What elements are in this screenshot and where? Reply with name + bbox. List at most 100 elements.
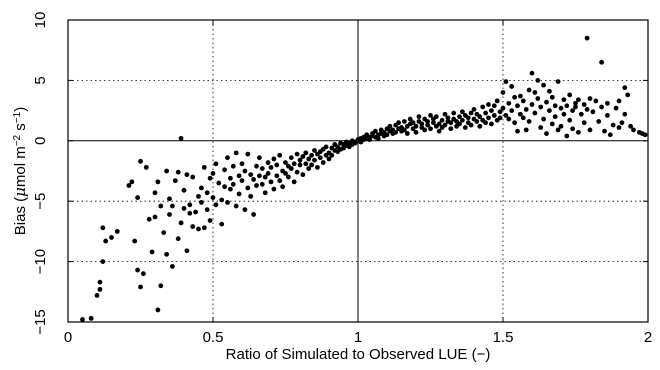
axis-ticks (67, 19, 649, 323)
data-point-87 (254, 163, 259, 169)
data-point-327 (610, 122, 616, 128)
data-point-92 (259, 166, 265, 171)
data-point-47 (193, 209, 199, 215)
data-point-311 (578, 111, 584, 117)
data-point-113 (291, 161, 297, 167)
data-point-265 (512, 94, 517, 100)
data-point-317 (587, 127, 593, 133)
data-point-104 (277, 152, 283, 158)
data-point-14 (143, 164, 149, 170)
y-axis-label-mu: μ (11, 187, 29, 197)
y-axis-label: Bias (μmol m−2 s−1) (11, 107, 29, 235)
data-point-299 (561, 97, 567, 103)
data-point-309 (576, 129, 581, 135)
data-point-325 (605, 113, 610, 118)
data-point-49 (196, 226, 201, 232)
data-point-180 (387, 123, 393, 129)
data-point-96 (265, 171, 271, 176)
data-point-242 (477, 114, 483, 120)
data-point-215 (439, 117, 445, 123)
data-point-72 (230, 181, 236, 187)
data-point-223 (451, 110, 457, 116)
data-point-32 (170, 264, 175, 269)
data-point-43 (187, 202, 193, 208)
data-point-53 (201, 225, 207, 231)
data-point-229 (460, 109, 465, 115)
data-point-251 (491, 113, 497, 118)
data-point-313 (581, 102, 587, 107)
data-point-61 (213, 161, 219, 167)
data-point-268 (515, 128, 520, 134)
data-point-214 (436, 128, 442, 134)
data-point-0 (80, 317, 85, 322)
data-point-88 (254, 183, 259, 188)
data-point-329 (616, 98, 622, 104)
data-point-65 (222, 167, 228, 173)
data-point-283 (538, 125, 544, 130)
x-tick-label-2: 1 (354, 329, 362, 346)
data-point-90 (257, 173, 262, 179)
data-point-295 (555, 127, 561, 133)
data-point-20 (149, 249, 155, 255)
data-point-119 (300, 172, 306, 178)
data-point-213 (436, 121, 442, 127)
data-point-257 (500, 90, 506, 95)
y-axis-label-exp1: −2 (12, 134, 23, 146)
data-point-40 (181, 187, 187, 193)
data-points (80, 35, 648, 322)
data-point-190 (402, 127, 407, 133)
data-point-62 (216, 180, 222, 186)
data-point-296 (555, 79, 561, 85)
data-point-23 (155, 307, 161, 313)
data-point-60 (213, 202, 219, 208)
data-point-293 (552, 114, 558, 120)
data-point-194 (407, 116, 413, 122)
data-point-220 (445, 115, 451, 121)
data-point-81 (245, 185, 251, 191)
data-point-56 (207, 175, 213, 181)
data-point-17 (138, 284, 143, 290)
data-point-29 (164, 168, 170, 174)
data-point-331 (619, 120, 625, 126)
data-point-115 (294, 169, 300, 175)
data-point-110 (286, 174, 291, 180)
data-point-245 (483, 110, 488, 116)
data-point-7 (109, 235, 114, 240)
data-point-278 (529, 70, 535, 76)
data-point-184 (393, 129, 399, 135)
data-point-291 (549, 121, 555, 127)
data-point-67 (225, 155, 230, 161)
data-point-301 (564, 133, 570, 139)
data-point-136 (323, 144, 329, 150)
data-point-31 (167, 212, 172, 217)
data-point-276 (526, 119, 532, 124)
data-point-21 (152, 214, 158, 220)
data-point-246 (483, 120, 488, 126)
data-point-80 (242, 207, 248, 213)
data-point-5 (100, 259, 106, 264)
data-point-22 (152, 190, 158, 196)
data-point-281 (535, 78, 541, 83)
data-point-71 (230, 163, 236, 169)
data-point-230 (460, 117, 465, 123)
data-point-59 (210, 195, 216, 200)
data-point-86 (251, 212, 256, 217)
y-tick-label-3: 0 (32, 137, 49, 145)
data-point-302 (564, 103, 570, 109)
y-tick-label-1: −10 (32, 249, 49, 274)
data-point-279 (532, 110, 538, 116)
data-point-172 (375, 135, 381, 141)
data-point-222 (448, 120, 454, 126)
data-point-206 (425, 119, 430, 124)
data-point-241 (477, 123, 483, 129)
data-point-252 (491, 103, 497, 109)
data-point-73 (233, 150, 239, 156)
data-point-200 (416, 114, 422, 120)
data-point-335 (628, 123, 633, 129)
data-point-108 (283, 171, 288, 176)
data-point-111 (288, 155, 294, 161)
data-point-82 (245, 151, 251, 157)
data-point-303 (567, 117, 573, 123)
data-point-126 (309, 162, 314, 168)
